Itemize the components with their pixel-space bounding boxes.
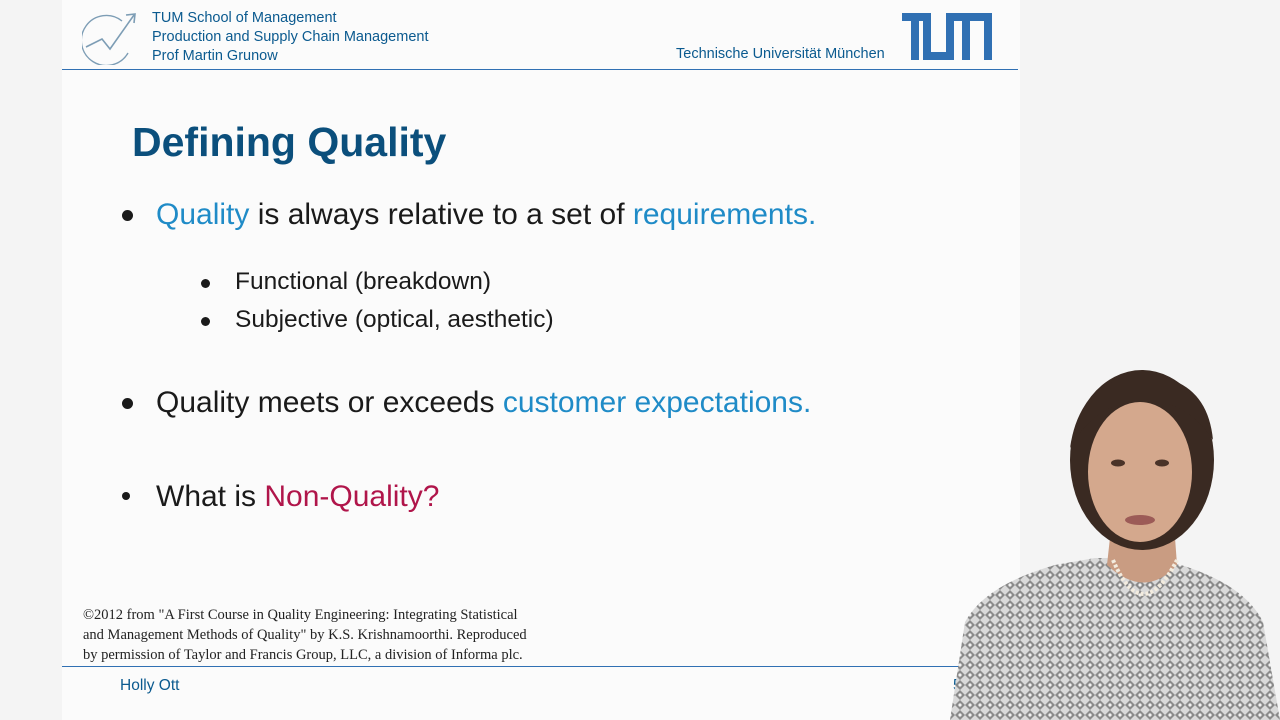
speaker-video — [950, 370, 1280, 720]
school-name: TUM School of Management — [152, 10, 337, 26]
citation-line: ©2012 from "A First Course in Quality En… — [83, 607, 518, 623]
citation: ©2012 from "A First Course in Quality En… — [83, 605, 527, 665]
bullet-dot — [122, 492, 130, 500]
slide-background — [62, 0, 1020, 720]
citation-line: by permission of Taylor and Francis Grou… — [83, 647, 523, 663]
slide-title: Defining Quality — [132, 119, 447, 165]
sub-bullet-functional: Functional (breakdown) — [235, 268, 492, 295]
citation-line: and Management Methods of Quality" by K.… — [83, 627, 527, 643]
footer-divider — [62, 666, 1018, 667]
school-logo-icon — [82, 13, 136, 65]
chair-name: Production and Supply Chain Management — [152, 29, 429, 45]
sub-bullet-dot — [201, 279, 210, 288]
bullet-dot — [122, 398, 133, 409]
bullet-dot — [122, 210, 133, 221]
header-divider — [62, 69, 1018, 70]
university-name: Technische Universität München — [676, 46, 885, 62]
bullet-customer-expectations: Quality meets or exceeds customer expect… — [156, 386, 811, 420]
term-customer-expectations: customer expectations. — [502, 386, 812, 419]
school-info: TUM School of Management Production and … — [152, 9, 428, 66]
term-requirements: requirements. — [632, 198, 817, 231]
professor-name: Prof Martin Grunow — [152, 48, 278, 64]
bullet-text: is always relative to a set of — [249, 198, 633, 231]
tum-logo-icon — [902, 13, 992, 60]
bullet-text: What is — [156, 480, 265, 513]
bullet-quality-requirements: Quality is always relative to a set of r… — [156, 198, 816, 232]
term-non-quality: Non-Quality? — [264, 480, 440, 513]
bullet-non-quality: What is Non-Quality? — [156, 480, 439, 514]
presenter-name: Holly Ott — [120, 677, 180, 694]
sub-bullet-dot — [201, 317, 210, 326]
bullet-text: Quality meets or exceeds — [156, 386, 503, 419]
term-quality: Quality — [156, 198, 250, 231]
sub-bullet-subjective: Subjective (optical, aesthetic) — [235, 306, 554, 333]
